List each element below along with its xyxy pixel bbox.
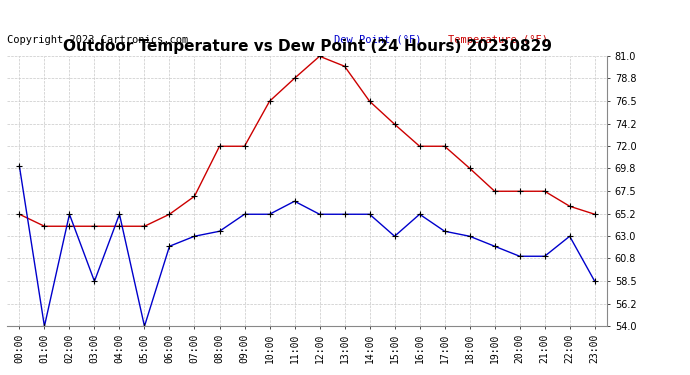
Text: Temperature (°F): Temperature (°F): [448, 34, 548, 45]
Text: Copyright 2023 Cartronics.com: Copyright 2023 Cartronics.com: [7, 34, 188, 45]
Title: Outdoor Temperature vs Dew Point (24 Hours) 20230829: Outdoor Temperature vs Dew Point (24 Hou…: [63, 39, 551, 54]
Text: Dew Point (°F): Dew Point (°F): [334, 34, 422, 45]
